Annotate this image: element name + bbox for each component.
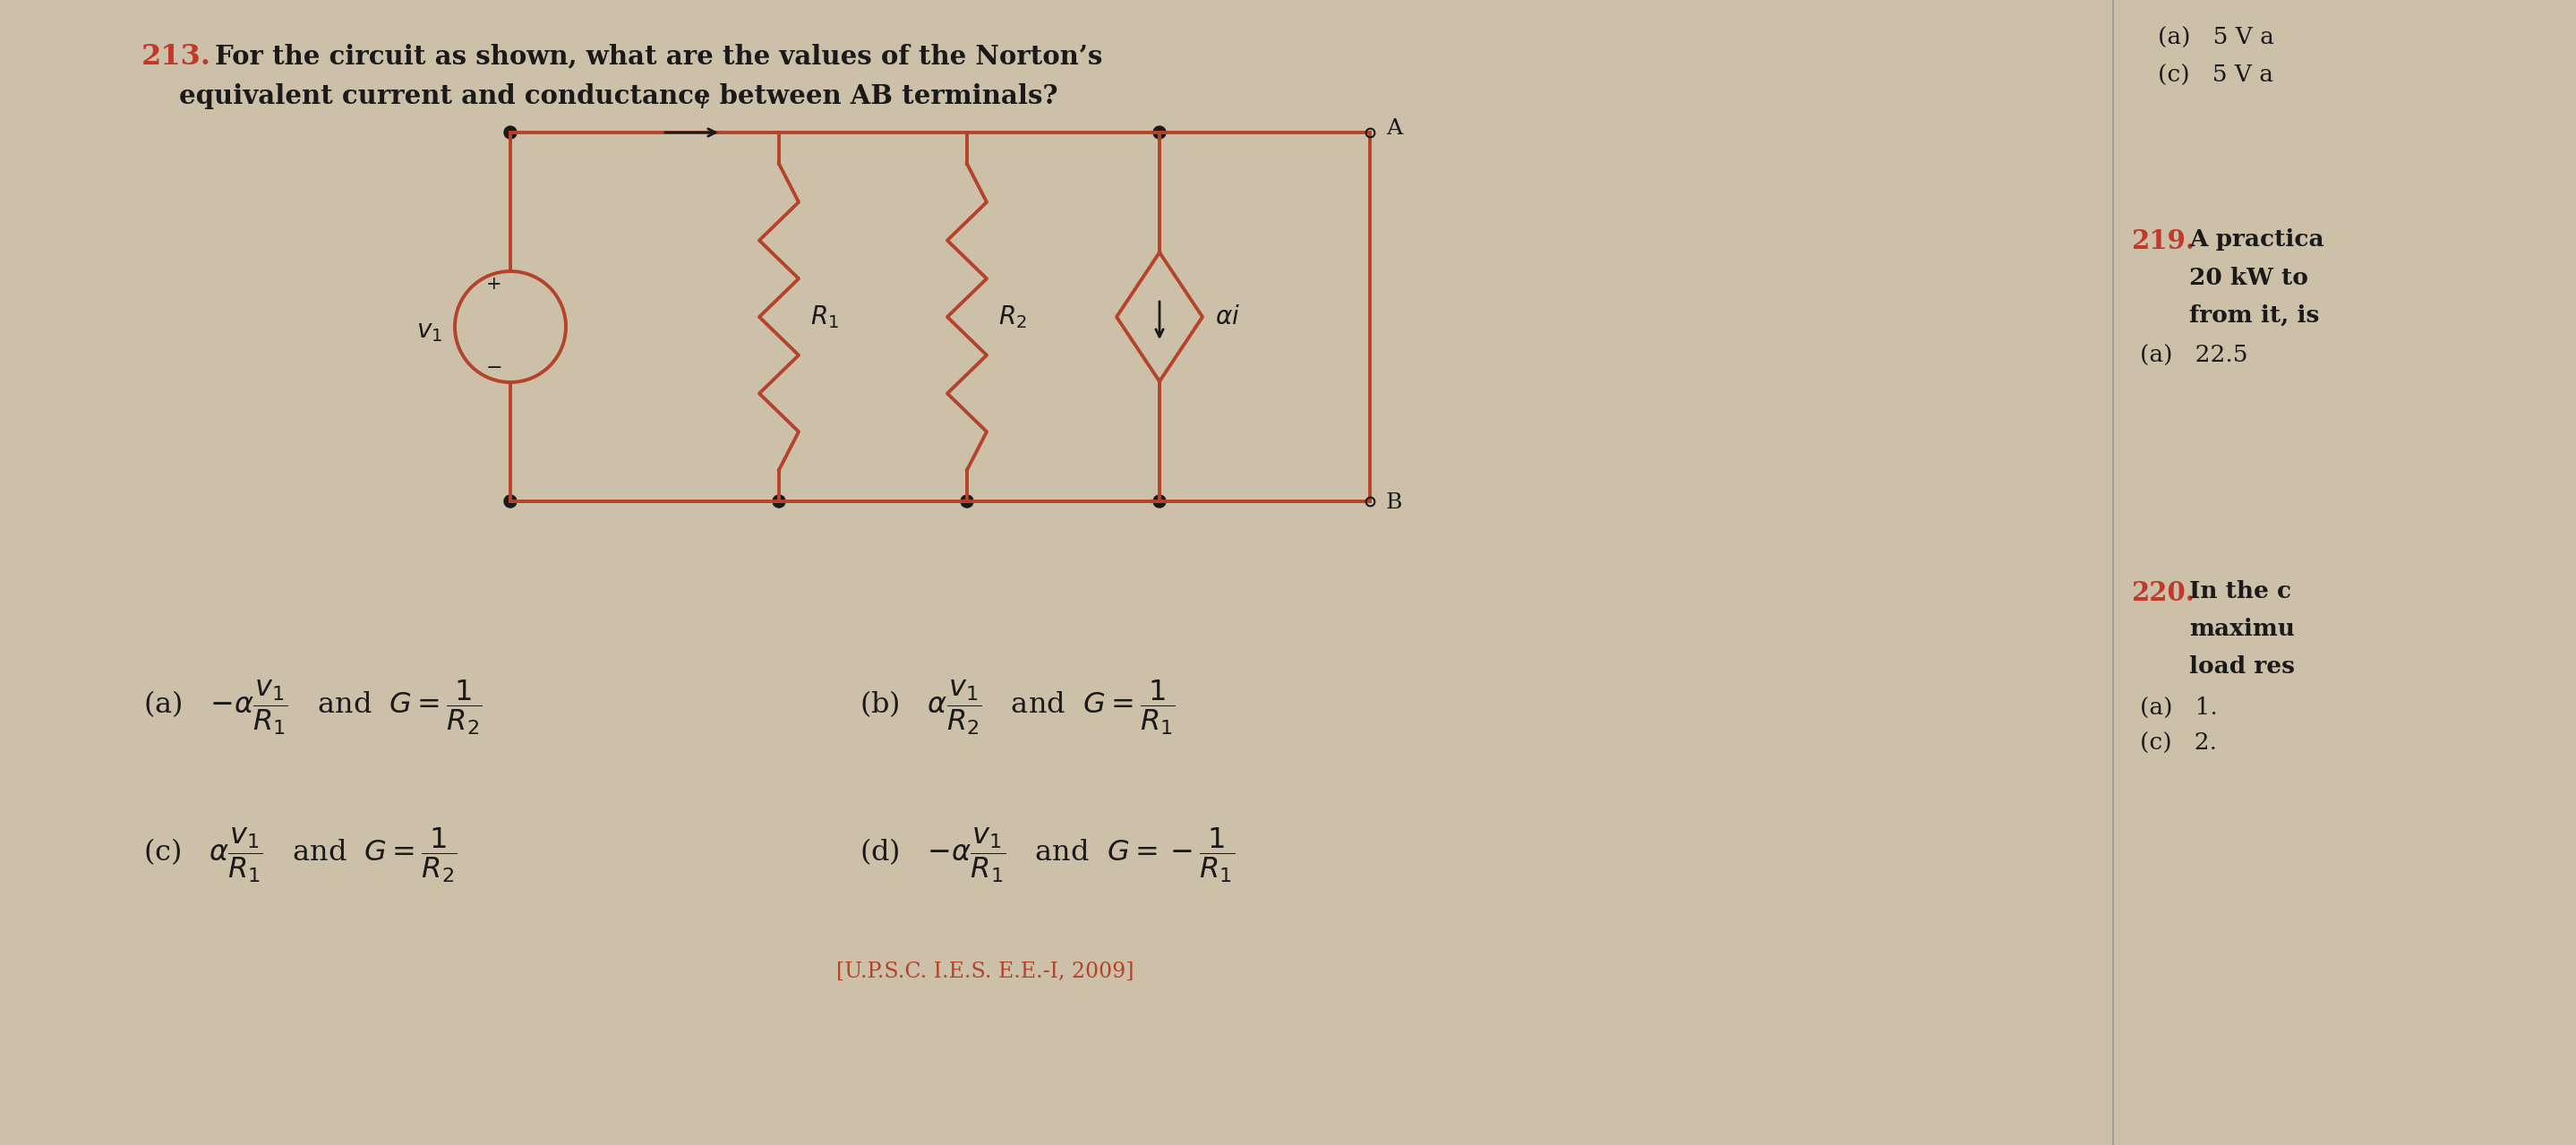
Text: In the c: In the c bbox=[2190, 581, 2293, 602]
Text: $\alpha i$: $\alpha i$ bbox=[1216, 305, 1239, 330]
Text: 220.: 220. bbox=[2130, 581, 2195, 606]
Text: $R_1$: $R_1$ bbox=[811, 303, 840, 330]
Text: [U.P.S.C. I.E.S. E.E.-I, 2009]: [U.P.S.C. I.E.S. E.E.-I, 2009] bbox=[837, 961, 1133, 981]
Text: 20 kW to: 20 kW to bbox=[2190, 267, 2308, 290]
Text: −: − bbox=[487, 358, 502, 378]
Text: (b)   $\alpha \dfrac{v_1}{R_2}$   and  $G = \dfrac{1}{R_1}$: (b) $\alpha \dfrac{v_1}{R_2}$ and $G = \… bbox=[860, 678, 1175, 736]
Text: (c)   $\alpha \dfrac{v_1}{R_1}$   and  $G = \dfrac{1}{R_2}$: (c) $\alpha \dfrac{v_1}{R_1}$ and $G = \… bbox=[144, 826, 456, 884]
Text: (a)   22.5: (a) 22.5 bbox=[2141, 345, 2249, 368]
Text: $i$: $i$ bbox=[698, 92, 706, 113]
Text: A practica: A practica bbox=[2190, 228, 2324, 251]
Text: equivalent current and conductance between AB terminals?: equivalent current and conductance betwe… bbox=[180, 84, 1059, 109]
Text: (a)   1.: (a) 1. bbox=[2141, 696, 2218, 719]
Text: (a)   $-\alpha \dfrac{v_1}{R_1}$   and  $G = \dfrac{1}{R_2}$: (a) $-\alpha \dfrac{v_1}{R_1}$ and $G = … bbox=[144, 678, 482, 736]
Circle shape bbox=[961, 495, 974, 507]
Text: B: B bbox=[1386, 492, 1401, 513]
Text: $v_1$: $v_1$ bbox=[417, 318, 443, 344]
Text: +: + bbox=[487, 276, 502, 293]
Circle shape bbox=[1154, 126, 1167, 139]
Text: (c)   2.: (c) 2. bbox=[2141, 733, 2218, 755]
Text: For the circuit as shown, what are the values of the Norton’s: For the circuit as shown, what are the v… bbox=[214, 44, 1103, 69]
Text: 213.: 213. bbox=[142, 44, 211, 71]
Text: $R_2$: $R_2$ bbox=[999, 303, 1028, 330]
Circle shape bbox=[1154, 495, 1167, 507]
Circle shape bbox=[505, 126, 518, 139]
Text: from it, is: from it, is bbox=[2190, 305, 2318, 326]
Text: (a)   5 V a: (a) 5 V a bbox=[2159, 26, 2275, 49]
Circle shape bbox=[773, 495, 786, 507]
Text: load res: load res bbox=[2190, 655, 2295, 678]
Text: 219.: 219. bbox=[2130, 228, 2195, 254]
Text: maximu: maximu bbox=[2190, 617, 2295, 640]
Circle shape bbox=[505, 495, 518, 507]
Text: A: A bbox=[1386, 118, 1401, 139]
Text: (c)   5 V a: (c) 5 V a bbox=[2159, 64, 2275, 87]
Text: (d)   $-\alpha \dfrac{v_1}{R_1}$   and  $G = -\dfrac{1}{R_1}$: (d) $-\alpha \dfrac{v_1}{R_1}$ and $G = … bbox=[860, 826, 1234, 884]
